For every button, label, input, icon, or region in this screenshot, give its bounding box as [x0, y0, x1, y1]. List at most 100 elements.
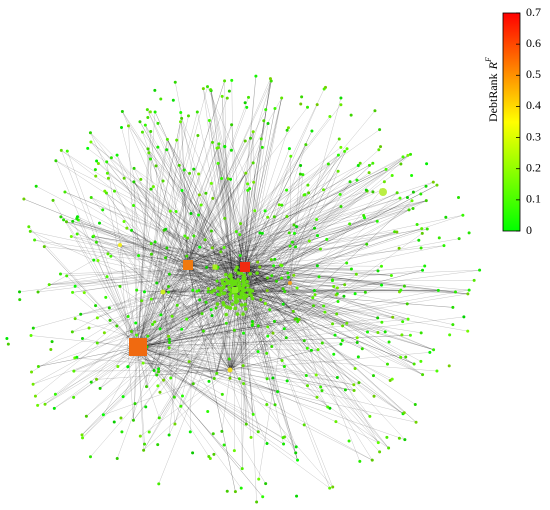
node	[179, 111, 183, 115]
edge	[162, 268, 352, 293]
node	[186, 236, 190, 240]
edge	[153, 299, 234, 371]
edge	[234, 289, 276, 405]
edge	[96, 160, 216, 268]
node	[30, 370, 34, 374]
node	[31, 326, 35, 330]
edge	[164, 230, 216, 268]
colorbar-tick-label: 0.7	[526, 5, 541, 19]
node	[385, 435, 389, 439]
node	[95, 159, 99, 163]
node	[53, 392, 57, 396]
node	[266, 334, 270, 338]
node	[299, 163, 303, 167]
edge	[182, 197, 401, 261]
node	[256, 324, 260, 328]
edge	[145, 125, 235, 273]
node	[59, 215, 63, 219]
node	[120, 430, 124, 434]
node	[339, 96, 343, 100]
hub-node	[118, 243, 122, 247]
node	[342, 294, 346, 298]
node	[312, 289, 316, 293]
node	[226, 177, 230, 181]
node	[135, 333, 139, 337]
edge	[90, 132, 201, 281]
edge	[74, 357, 231, 371]
colorbar-tick-label: 0.1	[526, 192, 541, 206]
edge	[229, 360, 283, 371]
node	[271, 376, 275, 380]
edge	[234, 289, 314, 306]
node	[185, 317, 189, 321]
node	[420, 227, 424, 231]
node	[412, 362, 416, 366]
edge	[131, 230, 191, 267]
edge	[188, 271, 404, 414]
edge	[137, 346, 405, 440]
node	[271, 331, 275, 335]
node	[257, 477, 261, 481]
node	[69, 234, 73, 238]
hub-node	[129, 338, 147, 356]
edge	[136, 282, 291, 336]
edge	[159, 265, 180, 329]
node	[215, 302, 220, 306]
edge	[234, 289, 386, 333]
node	[84, 414, 88, 418]
edge	[207, 206, 342, 266]
node	[171, 98, 175, 102]
node	[377, 148, 381, 152]
node	[472, 278, 476, 282]
edge	[153, 276, 187, 371]
node	[348, 180, 352, 184]
node	[376, 269, 380, 273]
edge	[239, 231, 395, 290]
node	[179, 120, 183, 124]
edge	[137, 346, 338, 378]
edge	[137, 290, 439, 348]
node	[98, 221, 102, 225]
node	[142, 290, 146, 294]
edge	[73, 369, 231, 372]
node	[227, 285, 231, 290]
edge	[162, 291, 333, 488]
edge	[92, 236, 230, 257]
node	[349, 267, 353, 271]
node	[286, 126, 290, 130]
edge	[244, 233, 263, 268]
edge	[81, 258, 255, 435]
edge	[66, 275, 139, 348]
node	[251, 412, 255, 416]
node	[87, 326, 91, 330]
node	[325, 237, 329, 241]
edge	[92, 236, 236, 291]
edge	[131, 230, 226, 296]
edge	[133, 289, 236, 421]
edge	[224, 80, 231, 371]
edge	[181, 266, 246, 330]
node	[337, 137, 341, 141]
node	[295, 286, 299, 290]
edge	[219, 88, 325, 309]
node	[153, 110, 157, 114]
edge	[125, 287, 338, 354]
edge	[90, 132, 164, 293]
node	[104, 295, 108, 299]
edge	[187, 107, 247, 266]
edge	[249, 278, 330, 489]
edge	[234, 289, 347, 324]
edge	[137, 346, 223, 395]
edge	[242, 190, 368, 294]
edge	[82, 338, 231, 371]
edge	[137, 346, 312, 351]
node	[255, 500, 259, 504]
node	[310, 129, 314, 133]
node	[260, 231, 264, 235]
edge	[187, 97, 249, 266]
edge	[229, 233, 423, 371]
edge	[243, 154, 411, 255]
node	[339, 205, 343, 209]
edge	[159, 271, 191, 329]
node	[466, 329, 470, 333]
